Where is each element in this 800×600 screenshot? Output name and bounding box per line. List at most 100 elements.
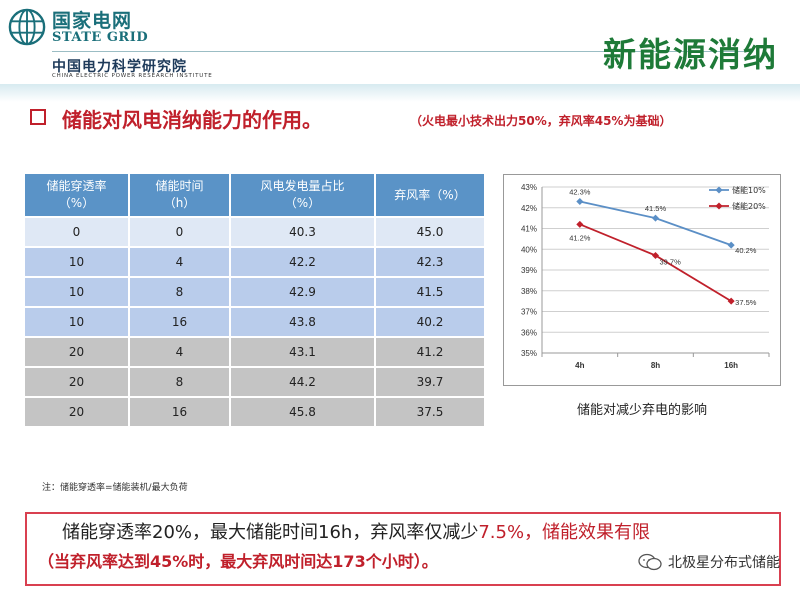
table-cell: 41.5 bbox=[376, 278, 486, 308]
table-cell: 8 bbox=[130, 278, 231, 308]
y-tick-label: 38% bbox=[521, 287, 537, 296]
table-cell: 8 bbox=[130, 368, 231, 398]
header-main: 弃风率（%） bbox=[394, 187, 466, 202]
table-cell: 45.8 bbox=[231, 398, 376, 428]
table-row: 10 8 42.9 41.5 bbox=[25, 278, 486, 308]
footnote: 注：储能穿透率=储能装机/最大负荷 bbox=[42, 483, 188, 493]
wechat-icon bbox=[638, 553, 662, 571]
y-tick-label: 37% bbox=[521, 308, 537, 317]
y-tick-label: 42% bbox=[521, 204, 537, 213]
institute-name-en: CHINA ELECTRIC POWER RESEARCH INSTITUTE bbox=[52, 73, 213, 79]
institute-name-cn: 中国电力科学研究院 bbox=[52, 59, 187, 75]
table-cell: 16 bbox=[130, 398, 231, 428]
table-cell: 20 bbox=[25, 398, 130, 428]
table-cell: 10 bbox=[25, 248, 130, 278]
table-header-cell: 储能穿透率 （%） bbox=[25, 174, 130, 218]
table-row: 0 0 40.3 45.0 bbox=[25, 218, 486, 248]
table-row: 20 16 45.8 37.5 bbox=[25, 398, 486, 428]
slide-title: 新能源消纳 bbox=[603, 35, 778, 74]
data-label: 40.2% bbox=[735, 246, 757, 255]
data-label: 41.5% bbox=[645, 204, 667, 213]
table-cell: 10 bbox=[25, 278, 130, 308]
header-main: 储能时间 bbox=[155, 179, 204, 193]
header-unit: （h） bbox=[163, 196, 196, 210]
conclusion-text: 储能穿透率20%，最大储能时间16h，弃风率仅减少 bbox=[62, 522, 479, 543]
table-cell: 4 bbox=[130, 338, 231, 368]
storage-data-table: 储能穿透率 （%） 储能时间 （h） 风电发电量占比 （%） 弃风率（%） 0 0 4… bbox=[25, 174, 486, 428]
table-header-cell: 风电发电量占比 （%） bbox=[231, 174, 376, 218]
table-cell: 20 bbox=[25, 338, 130, 368]
table-cell: 4 bbox=[130, 248, 231, 278]
table-cell: 45.0 bbox=[376, 218, 486, 248]
x-tick-label: 16h bbox=[724, 361, 738, 370]
data-label: 42.3% bbox=[569, 188, 591, 197]
table-cell: 10 bbox=[25, 308, 130, 338]
legend-label: 储能20% bbox=[732, 201, 766, 211]
watermark-text: 北极星分布式储能 bbox=[668, 555, 780, 571]
watermark: 北极星分布式储能 bbox=[638, 552, 780, 572]
y-tick-label: 36% bbox=[521, 328, 537, 337]
table-cell: 0 bbox=[130, 218, 231, 248]
chart-frame: 35% 36% 37% 38% 39% 40% 41% 42% 43% 4h 8h 16h 42.3% 4… bbox=[503, 174, 781, 386]
table-cell: 40.2 bbox=[376, 308, 486, 338]
table-row: 20 8 44.2 39.7 bbox=[25, 368, 486, 398]
table-cell: 39.7 bbox=[376, 368, 486, 398]
table-cell: 42.3 bbox=[376, 248, 486, 278]
y-tick-label: 41% bbox=[521, 225, 537, 234]
conclusion-line-1: 储能穿透率20%，最大储能时间16h，弃风率仅减少7.5%，储能效果有限 bbox=[62, 518, 650, 544]
logo-name-cn: 国家电网 bbox=[52, 10, 133, 32]
table-cell: 44.2 bbox=[231, 368, 376, 398]
x-tick-label: 4h bbox=[575, 361, 584, 370]
table-header-cell: 储能时间 （h） bbox=[130, 174, 231, 218]
table-header-cell: 弃风率（%） bbox=[376, 174, 486, 218]
section-heading-note: （火电最小技术出力50%，弃风率45%为基础） bbox=[410, 114, 672, 128]
table-cell: 41.2 bbox=[376, 338, 486, 368]
y-tick-label: 39% bbox=[521, 266, 537, 275]
header-main: 风电发电量占比 bbox=[260, 179, 345, 193]
header-unit: （%） bbox=[284, 196, 321, 210]
data-point bbox=[576, 197, 584, 206]
table-cell: 20 bbox=[25, 368, 130, 398]
y-tick-label: 43% bbox=[521, 183, 537, 192]
header-divider bbox=[52, 51, 752, 52]
data-point bbox=[651, 251, 660, 260]
data-label: 41.2% bbox=[569, 233, 591, 242]
data-point bbox=[651, 214, 660, 222]
y-tick-label: 35% bbox=[521, 349, 537, 358]
chart-caption: 储能对减少弃电的影响 bbox=[576, 403, 707, 418]
conclusion-highlight: 7.5%，储能效果有限 bbox=[478, 522, 651, 543]
logo-name-en: STATE GRID bbox=[52, 30, 149, 45]
header-main: 储能穿透率 bbox=[46, 179, 107, 193]
table-cell: 37.5 bbox=[376, 398, 486, 428]
conclusion-line-2: （当弃风率达到45%时，最大弃风时间达173个小时）。 bbox=[38, 552, 438, 571]
title-band bbox=[0, 84, 800, 102]
legend-marker bbox=[715, 186, 723, 194]
table-cell: 0 bbox=[25, 218, 130, 248]
bullet-square-icon bbox=[30, 109, 46, 125]
header-unit: （%） bbox=[58, 196, 95, 210]
legend-label: 储能10% bbox=[732, 185, 766, 195]
line-chart: 35% 36% 37% 38% 39% 40% 41% 42% 43% 4h 8h 16h 42.3% 4… bbox=[521, 183, 770, 370]
data-point bbox=[727, 297, 735, 305]
legend-marker bbox=[715, 202, 723, 210]
table-header-row: 储能穿透率 （%） 储能时间 （h） 风电发电量占比 （%） 弃风率（%） bbox=[25, 174, 486, 218]
series-line bbox=[579, 223, 732, 302]
table-row: 10 16 43.8 40.2 bbox=[25, 308, 486, 338]
table-cell: 16 bbox=[130, 308, 231, 338]
table-cell: 40.3 bbox=[231, 218, 376, 248]
table-cell: 43.1 bbox=[231, 338, 376, 368]
data-point bbox=[727, 241, 735, 249]
table-cell: 42.2 bbox=[231, 248, 376, 278]
section-heading: 储能对风电消纳能力的作用。 bbox=[62, 108, 322, 132]
table-row: 10 4 42.2 42.3 bbox=[25, 248, 486, 278]
data-label: 39.7% bbox=[660, 257, 682, 266]
table-row: 20 4 43.1 41.2 bbox=[25, 338, 486, 368]
data-label: 37.5% bbox=[735, 298, 757, 307]
conclusion-box bbox=[25, 512, 781, 586]
table-cell: 43.8 bbox=[231, 308, 376, 338]
x-tick-label: 8h bbox=[651, 361, 660, 370]
y-tick-label: 40% bbox=[521, 245, 537, 254]
data-point bbox=[576, 220, 584, 228]
state-grid-logo-icon bbox=[8, 8, 46, 46]
table-cell: 42.9 bbox=[231, 278, 376, 308]
